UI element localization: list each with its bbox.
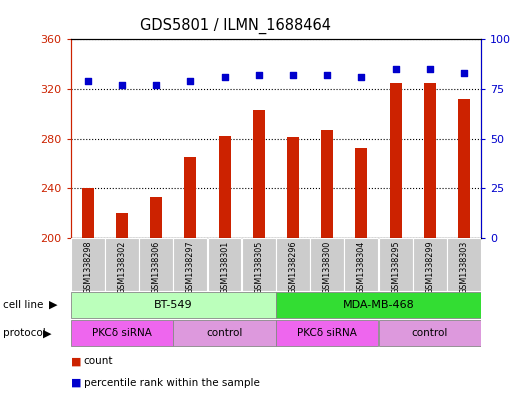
Text: percentile rank within the sample: percentile rank within the sample (84, 378, 259, 388)
Text: GSM1338304: GSM1338304 (357, 241, 366, 294)
Text: control: control (412, 328, 448, 338)
Point (460, 70, 468, 76)
Bar (150, 197, 162, 238)
Bar (71, 238, 105, 291)
Text: protocol: protocol (3, 328, 46, 338)
Text: GSM1338302: GSM1338302 (118, 241, 127, 294)
Point (289, 72, 297, 78)
Bar (310, 238, 344, 291)
Point (426, 66, 434, 72)
Bar (379, 320, 481, 346)
Text: count: count (84, 356, 113, 366)
Bar (208, 238, 242, 291)
Bar (413, 238, 447, 291)
Point (84, 78, 92, 84)
Point (118, 82, 126, 88)
Text: GSM1338300: GSM1338300 (323, 241, 332, 294)
Bar (242, 238, 276, 291)
Text: GSM1338301: GSM1338301 (220, 241, 229, 294)
Text: control: control (207, 328, 243, 338)
Text: GSM1338297: GSM1338297 (186, 241, 195, 294)
Bar (174, 320, 276, 346)
Bar (219, 136, 231, 238)
Text: PKCδ siRNA: PKCδ siRNA (297, 328, 357, 338)
Bar (276, 238, 310, 291)
Text: ■: ■ (71, 356, 81, 366)
Bar (71, 292, 276, 318)
Text: ▶: ▶ (49, 300, 57, 310)
Bar (345, 238, 378, 291)
Bar (356, 149, 367, 238)
Point (152, 82, 161, 88)
Text: GSM1338303: GSM1338303 (460, 241, 469, 294)
Bar (174, 238, 207, 291)
Text: MDA-MB-468: MDA-MB-468 (343, 300, 414, 310)
Bar (276, 320, 378, 346)
Text: BT-549: BT-549 (154, 300, 192, 310)
Bar (390, 83, 402, 238)
Text: PKCδ siRNA: PKCδ siRNA (92, 328, 152, 338)
Point (357, 74, 366, 80)
Bar (71, 320, 173, 346)
Point (220, 74, 229, 80)
Point (391, 66, 400, 72)
Bar (458, 99, 470, 238)
Text: GSM1338295: GSM1338295 (391, 241, 400, 294)
Bar (105, 238, 139, 291)
Text: ▶: ▶ (43, 328, 51, 338)
Bar (287, 137, 299, 238)
Text: GSM1338305: GSM1338305 (254, 241, 263, 294)
Bar (82, 188, 94, 238)
Text: GDS5801 / ILMN_1688464: GDS5801 / ILMN_1688464 (140, 18, 331, 34)
Bar (321, 130, 333, 238)
Text: cell line: cell line (3, 300, 43, 310)
Text: ■: ■ (71, 378, 81, 388)
Bar (276, 292, 481, 318)
Bar (253, 110, 265, 238)
Text: GSM1338306: GSM1338306 (152, 241, 161, 294)
Bar (116, 213, 128, 238)
Text: GSM1338296: GSM1338296 (289, 241, 298, 294)
Bar (424, 83, 436, 238)
Point (323, 72, 332, 78)
Point (186, 78, 195, 84)
Bar (379, 238, 413, 291)
Bar (185, 157, 196, 238)
Bar (447, 238, 481, 291)
Point (255, 72, 263, 78)
Bar (139, 238, 173, 291)
Text: GSM1338299: GSM1338299 (425, 241, 434, 294)
Text: GSM1338298: GSM1338298 (83, 241, 92, 294)
